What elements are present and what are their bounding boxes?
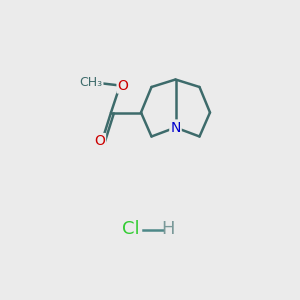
Text: Cl: Cl	[122, 220, 139, 238]
Text: O: O	[94, 134, 105, 148]
Text: CH₃: CH₃	[79, 76, 103, 89]
Text: H: H	[161, 220, 175, 238]
Text: O: O	[118, 79, 128, 92]
Text: N: N	[170, 121, 181, 134]
